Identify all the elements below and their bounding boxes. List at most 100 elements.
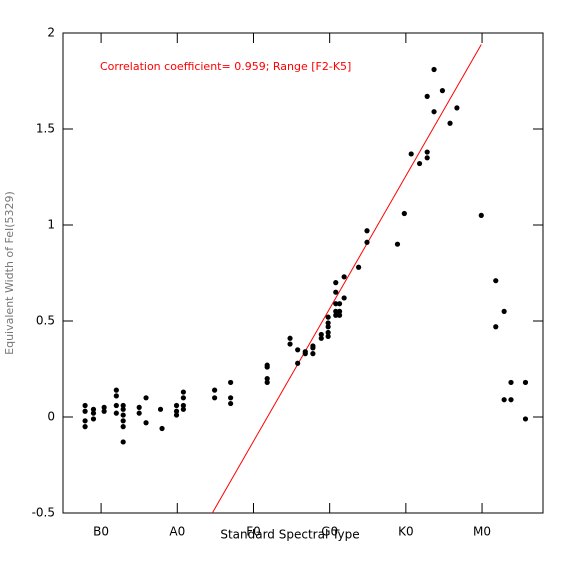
point (431, 109, 437, 115)
point (113, 410, 119, 416)
x-tick-label: A0 (169, 525, 185, 539)
point (287, 335, 293, 341)
point (478, 212, 484, 218)
point (120, 412, 126, 418)
point (493, 278, 499, 284)
point (180, 395, 186, 401)
point (212, 387, 218, 393)
point (101, 408, 107, 414)
point (228, 379, 234, 386)
point (90, 410, 97, 416)
point (157, 406, 164, 412)
point (318, 331, 324, 338)
point (90, 416, 97, 422)
point (341, 295, 347, 301)
point (501, 308, 507, 314)
annotation: Correlation coefficient= 0.959; Range [F… (100, 60, 351, 73)
point (325, 324, 331, 330)
point (120, 424, 126, 430)
x-tick-label: G0 (321, 525, 338, 539)
point (522, 416, 529, 422)
point (318, 335, 324, 341)
point (82, 424, 88, 430)
point (424, 93, 430, 99)
point (180, 389, 186, 395)
point (82, 402, 88, 409)
point (333, 312, 339, 318)
fit-line (211, 44, 482, 514)
point (333, 308, 339, 314)
point (416, 160, 423, 167)
point (120, 402, 126, 409)
point (143, 395, 149, 401)
point (454, 105, 460, 111)
y-axis-label: Equivalent Width of FeI(5329) (3, 191, 16, 355)
point (143, 420, 149, 426)
point (159, 425, 165, 432)
y-tick-label: 0 (47, 410, 55, 424)
point (310, 345, 316, 351)
point (333, 289, 339, 295)
y-tick-label: 1.5 (36, 122, 55, 136)
x-tick-label: M0 (473, 525, 491, 539)
point (120, 439, 126, 445)
y-tick-label: -0.5 (32, 506, 55, 520)
point (336, 312, 343, 318)
x-tick-label: K0 (398, 525, 414, 539)
point (302, 351, 308, 357)
point (264, 376, 270, 382)
point (136, 410, 142, 416)
point (364, 228, 370, 234)
point (173, 402, 180, 409)
point (325, 320, 331, 326)
point (173, 408, 180, 414)
point (336, 308, 343, 314)
point (180, 406, 186, 412)
point (212, 395, 218, 401)
point (424, 155, 430, 161)
point (295, 347, 301, 353)
point (90, 406, 97, 412)
point (264, 379, 270, 386)
point (101, 404, 107, 410)
point (136, 404, 142, 410)
point (522, 379, 529, 386)
point (325, 333, 331, 339)
plot-frame (62, 32, 544, 514)
point (113, 393, 119, 399)
point (180, 402, 186, 409)
x-axis-label: Standard Spectral Type (220, 528, 359, 542)
point (493, 324, 499, 330)
point (120, 406, 126, 412)
point (264, 364, 270, 370)
point (364, 239, 370, 245)
point (333, 301, 339, 307)
y-tick-label: 2 (47, 26, 55, 40)
x-tick-label: F0 (246, 525, 261, 539)
y-tick-label: 0.5 (36, 314, 55, 328)
point (341, 274, 347, 280)
point (228, 395, 234, 401)
point (325, 329, 331, 336)
point (287, 341, 293, 347)
point (431, 66, 437, 73)
x-tick-label: B0 (93, 525, 109, 539)
point (508, 379, 514, 386)
point (173, 412, 180, 418)
point (325, 314, 331, 320)
point (113, 402, 119, 409)
point (310, 351, 316, 357)
point (439, 88, 446, 94)
point (120, 418, 126, 424)
y-tick-label: 1 (47, 218, 55, 232)
point (82, 418, 88, 424)
point (356, 264, 362, 270)
point (82, 408, 88, 414)
point (336, 301, 343, 307)
point (394, 241, 401, 247)
point (408, 151, 414, 157)
point (113, 387, 119, 393)
point (228, 400, 234, 407)
